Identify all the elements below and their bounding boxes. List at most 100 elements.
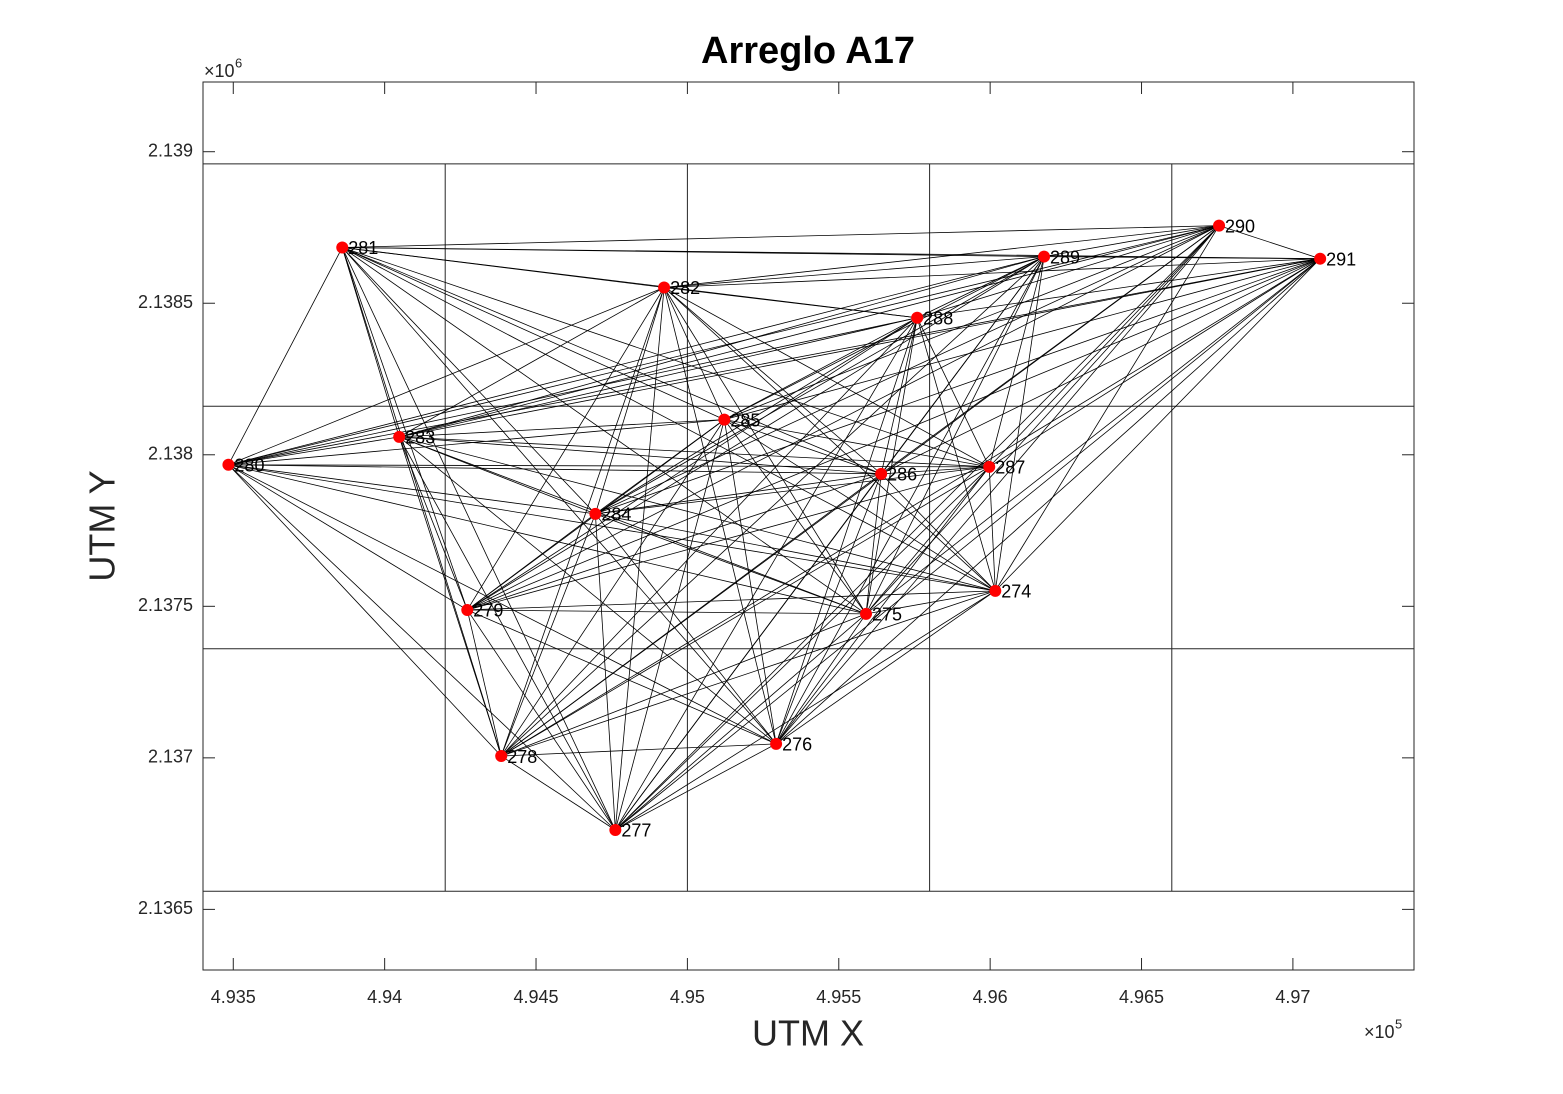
link (228, 464, 502, 757)
point-label: 278 (507, 747, 537, 767)
point-label: 287 (995, 458, 1025, 478)
link (594, 513, 616, 831)
link (663, 287, 882, 475)
chart-title: Arreglo A17 (701, 30, 915, 72)
point (989, 584, 1002, 597)
y-tick-label: 2.1375 (138, 595, 193, 615)
link (615, 473, 882, 831)
link (500, 256, 1045, 757)
link (342, 247, 882, 475)
link (500, 287, 665, 757)
link (467, 609, 777, 745)
link (615, 225, 1220, 831)
link (399, 436, 596, 515)
y-scale: ×10 (204, 61, 235, 81)
y-axis-label: UTM Y (82, 470, 123, 581)
link (989, 258, 1321, 468)
link (595, 513, 777, 745)
point (393, 430, 406, 443)
point-label: 275 (872, 605, 902, 625)
link (664, 256, 1045, 288)
link (595, 513, 996, 592)
link (467, 473, 882, 611)
point (609, 823, 622, 836)
link (228, 225, 1220, 466)
link (399, 258, 1321, 438)
x-tick-label: 4.935 (211, 987, 256, 1007)
link (615, 743, 777, 831)
link (228, 256, 1045, 466)
link (775, 590, 996, 745)
point (658, 281, 671, 294)
link (663, 287, 990, 468)
link (398, 436, 616, 831)
link (865, 258, 1321, 615)
link (916, 317, 990, 468)
link (228, 436, 400, 466)
point (983, 460, 996, 473)
link (500, 513, 596, 757)
link (880, 258, 1321, 475)
x-tick-label: 4.965 (1119, 987, 1164, 1007)
point (770, 737, 783, 750)
link (724, 317, 918, 420)
link (467, 258, 1321, 611)
x-tick-label: 4.96 (973, 987, 1008, 1007)
link (341, 247, 777, 745)
point (495, 750, 508, 763)
point (718, 413, 731, 426)
link (775, 225, 1220, 745)
point (1038, 250, 1051, 263)
link (865, 466, 990, 615)
link (1043, 225, 1220, 257)
link (500, 419, 725, 757)
link (399, 419, 725, 438)
x-tick-label: 4.945 (514, 987, 559, 1007)
y-tick-label: 2.139 (148, 140, 193, 160)
link (399, 317, 918, 438)
point-label: 289 (1050, 247, 1080, 267)
link (917, 258, 1321, 319)
link (467, 466, 990, 611)
point-label: 276 (782, 735, 812, 755)
x-scale-power: 5 (1395, 1016, 1402, 1031)
link (775, 258, 1321, 745)
point-label: 285 (730, 410, 760, 430)
link (995, 258, 1321, 592)
link (880, 317, 918, 474)
y-tick-label: 2.138 (148, 444, 193, 464)
point-label: 282 (670, 278, 700, 298)
link (228, 464, 777, 745)
link (724, 419, 867, 615)
link (615, 590, 996, 831)
link (500, 473, 882, 757)
point (336, 241, 349, 254)
point (589, 507, 602, 520)
link (615, 258, 1321, 831)
link (988, 466, 996, 591)
link (663, 287, 725, 420)
link (228, 464, 990, 468)
link (775, 317, 918, 745)
link (724, 225, 1220, 420)
link (467, 590, 996, 611)
link (865, 225, 1220, 615)
link (595, 473, 882, 515)
point-label: 274 (1001, 582, 1031, 602)
link (916, 317, 996, 591)
link (342, 247, 996, 592)
link (467, 609, 867, 615)
link (228, 317, 918, 466)
link (228, 464, 867, 615)
link (724, 419, 996, 592)
x-scale: ×10 (1364, 1022, 1395, 1042)
link (595, 466, 990, 515)
point-label: 281 (348, 238, 378, 258)
link (724, 419, 990, 468)
link (724, 256, 1045, 420)
link (724, 419, 882, 475)
point-label: 290 (1225, 216, 1255, 236)
y-tick-label: 2.1385 (138, 292, 193, 312)
link (228, 464, 996, 592)
